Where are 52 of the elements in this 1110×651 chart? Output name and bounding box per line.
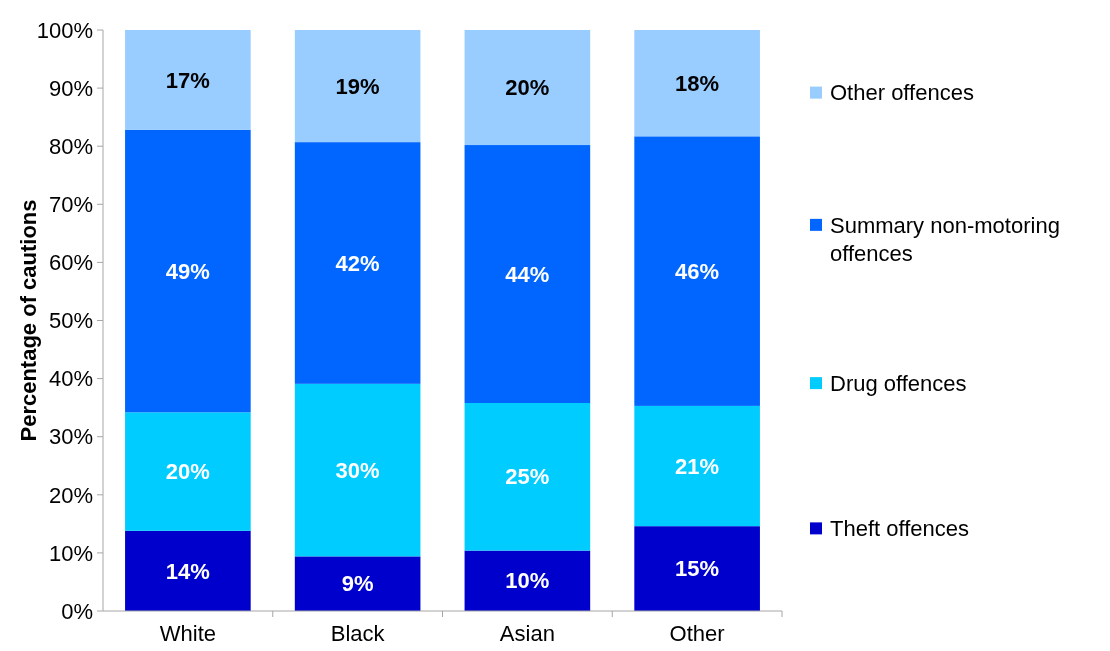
y-tick-label: 100% [36,17,93,43]
y-tick-label: 40% [48,366,93,392]
bar [294,383,421,557]
data-label: 14% [165,558,210,584]
bar [634,526,760,611]
y-tick-label: 0% [61,598,93,624]
x-tick-label: Black [330,621,386,646]
bar [464,403,591,551]
data-label: 15% [675,556,720,582]
x-tick-label: Asian [499,621,555,646]
data-label: 17% [165,67,210,93]
data-label: 10% [505,568,550,594]
y-tick-label: 20% [48,482,93,508]
bar [294,30,421,143]
data-label: 19% [335,73,380,99]
bar [634,30,760,137]
bar [294,142,421,384]
bar [634,136,760,406]
bar [125,30,251,130]
y-tick-label: 80% [48,133,93,159]
bar [464,145,591,403]
x-tick-label: White [159,621,216,646]
legend-label: Drug offences [830,370,967,396]
bar [464,30,591,146]
bar [294,556,421,611]
data-label: 20% [505,75,550,101]
data-label: 49% [165,258,210,284]
legend-label: Other offences [830,80,974,106]
data-label: 21% [675,453,720,479]
data-label: 20% [165,459,210,485]
bar [464,550,591,611]
y-tick-label: 60% [48,250,93,276]
y-tick-label: 10% [48,540,93,566]
data-label: 44% [505,261,550,287]
y-tick-label: 30% [48,424,93,450]
x-tick-label: Other [669,621,725,646]
data-label: 30% [335,457,380,483]
data-label: 42% [335,250,380,276]
bar [125,412,251,531]
y-tick-label: 70% [48,192,93,217]
bar [634,405,760,527]
bar [125,129,251,413]
data-label: 18% [675,70,720,96]
y-tick-label: 90% [48,75,93,101]
bar [125,530,251,611]
data-label: 9% [341,571,374,597]
legend-label: Theft offences [830,516,970,542]
legend-label: Summary non-motoring offences [830,212,1060,266]
y-axis-title: Percentage of cautions [16,199,41,442]
data-label: 46% [675,258,720,284]
y-tick-label: 50% [48,308,93,334]
data-label: 25% [505,464,550,490]
